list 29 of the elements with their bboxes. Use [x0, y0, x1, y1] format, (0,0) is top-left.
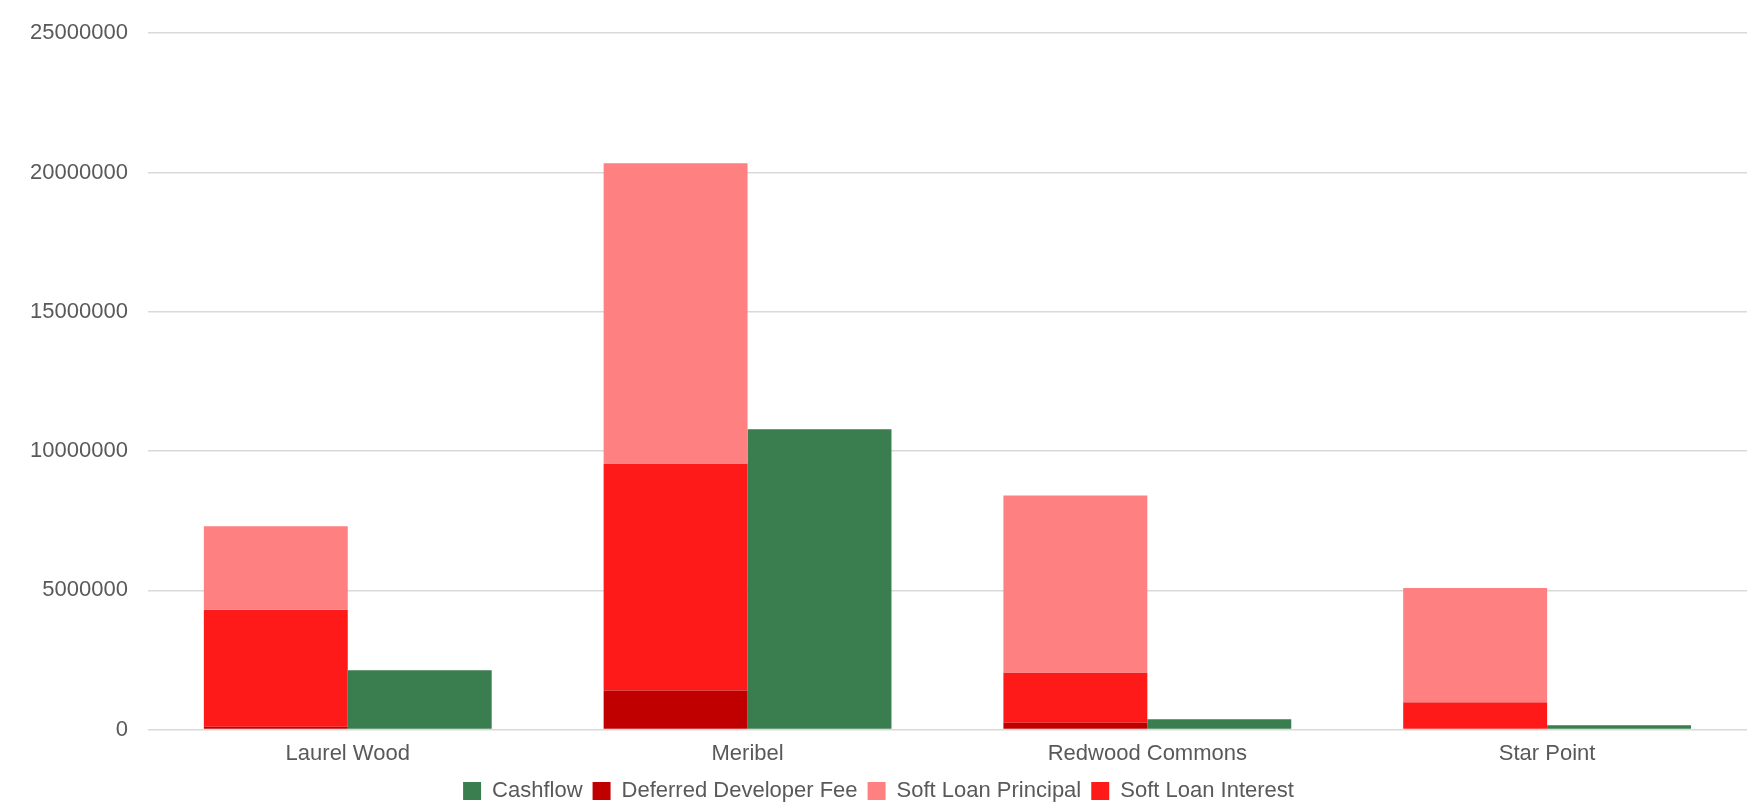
bar — [203, 609, 348, 727]
legend-label: Soft Loan Principal — [896, 777, 1082, 803]
bar — [347, 670, 492, 729]
bar — [1403, 702, 1548, 729]
y-tick-label: 10000000 — [29, 437, 128, 463]
bar — [203, 726, 348, 729]
legend-label: Cashflow — [492, 777, 583, 803]
y-tick-label: 15000000 — [29, 297, 128, 323]
y-tick-label: 0 — [115, 715, 128, 741]
bar — [1003, 722, 1148, 729]
x-tick-label: Star Point — [1498, 739, 1596, 765]
y-tick-label: 20000000 — [29, 158, 128, 184]
x-tick-label: Meribel — [711, 739, 784, 765]
bar — [1403, 588, 1548, 703]
legend-label: Deferred Developer Fee — [621, 777, 858, 803]
bar — [203, 526, 348, 610]
bar — [747, 429, 892, 729]
bar — [1547, 725, 1692, 729]
bar — [1003, 495, 1148, 673]
bar — [603, 163, 748, 464]
x-tick-label: Laurel Wood — [285, 739, 410, 765]
y-tick-label: 25000000 — [29, 19, 128, 45]
bar — [1147, 719, 1292, 729]
bar — [1003, 672, 1148, 723]
legend-label: Soft Loan Interest — [1120, 777, 1294, 803]
bar — [603, 463, 748, 691]
y-tick-label: 5000000 — [42, 576, 128, 602]
x-tick-label: Redwood Commons — [1047, 739, 1247, 765]
bar — [603, 690, 748, 729]
